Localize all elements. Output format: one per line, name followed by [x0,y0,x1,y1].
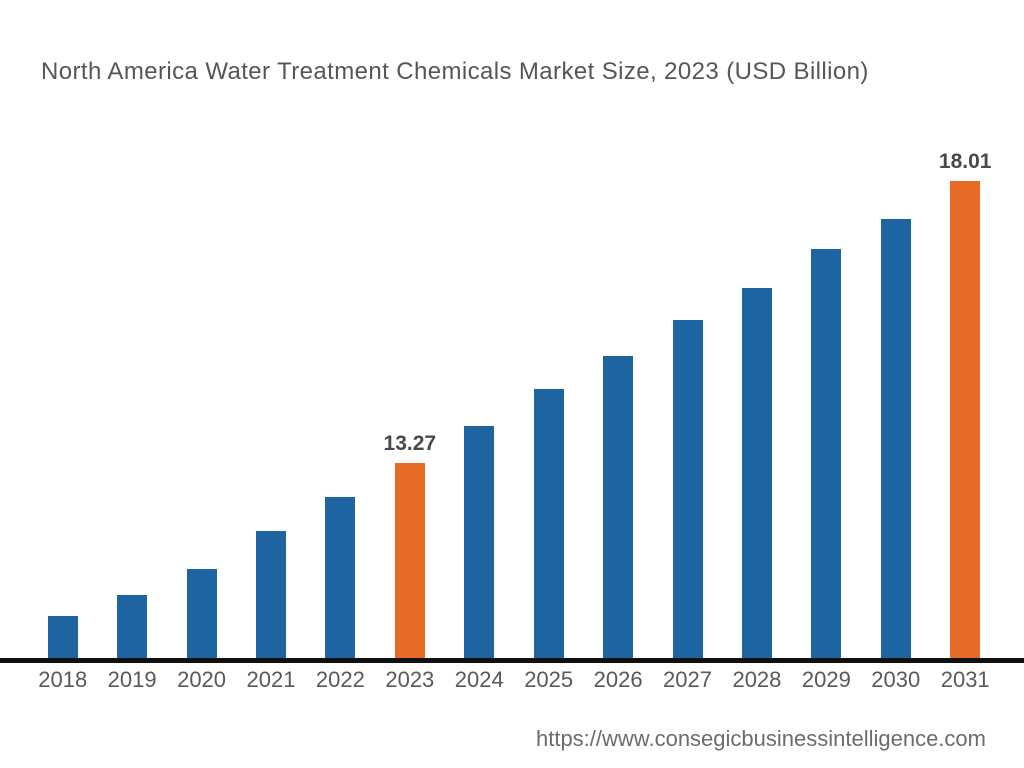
bar-value-label-2023: 13.27 [383,432,437,455]
bars-plot-area: 13.27 18.01 [28,140,1000,659]
bar-2023 [394,463,425,659]
bar-column-2019 [97,140,166,659]
bar-2028 [741,288,772,659]
x-tick-2021: 2021 [246,667,296,692]
x-tick-2031: 2031 [940,667,990,692]
x-tick-2027: 2027 [663,667,712,692]
chart-title: North America Water Treatment Chemicals … [41,58,869,85]
bar-2024 [464,426,495,659]
bar-column-2021 [236,140,305,659]
bar-2019 [117,595,148,659]
bar-column-2026 [583,140,652,659]
x-tick-2026: 2026 [593,667,643,692]
x-tick-2028: 2028 [732,667,782,692]
bar-column-2018 [28,140,97,659]
source-url: https://www.consegicbusinessintelligence… [535,726,986,751]
x-tick-2019: 2019 [107,667,157,692]
bar-2031 [950,181,981,659]
bar-column-2029 [792,140,861,659]
bar-2022 [325,497,356,659]
x-tick-2030: 2030 [871,667,921,692]
bar-2027 [672,320,703,659]
x-tick-2025: 2025 [524,667,574,692]
x-tick-2020: 2020 [177,667,227,692]
bar-column-2020 [167,140,236,659]
x-tick-2018: 2018 [38,667,88,692]
bar-2018 [47,616,78,659]
bar-2030 [880,219,911,659]
bar-column-2031: 18.01 [930,140,999,659]
x-tick-2023: 2023 [385,667,435,692]
bar-column-2025 [514,140,583,659]
x-axis-line [0,658,1024,663]
bar-2029 [811,249,842,659]
bar-value-label-2031: 18.01 [938,150,992,173]
bar-column-2028 [722,140,791,659]
bar-column-2024 [445,140,514,659]
bar-2020 [186,569,217,659]
bar-2025 [533,389,564,659]
bar-2026 [603,356,634,659]
x-tick-2029: 2029 [801,667,851,692]
bar-column-2030 [861,140,930,659]
x-tick-2024: 2024 [454,667,504,692]
bar-2021 [255,531,286,659]
bar-column-2027 [653,140,722,659]
bar-column-2022 [306,140,375,659]
x-tick-2022: 2022 [315,667,365,692]
x-axis-tick-labels: 2018 2019 2020 2021 2022 2023 2024 2025 2026 2027… [28,667,1000,693]
bar-column-2023: 13.27 [375,140,444,659]
